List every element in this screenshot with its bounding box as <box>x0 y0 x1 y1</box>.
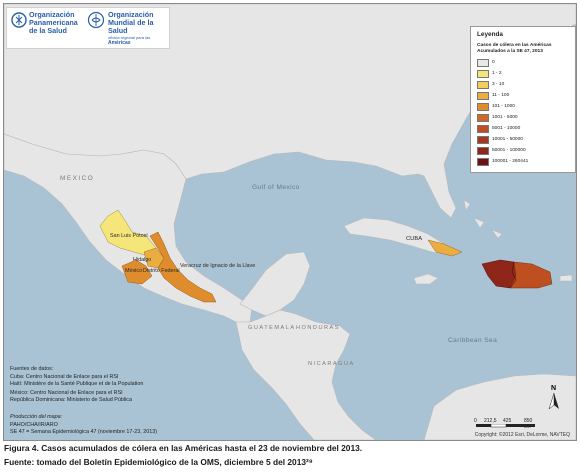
paho-line-2: Panamericana <box>29 18 78 27</box>
source-mexico: México: Centro Nacional de Enlace para e… <box>10 390 123 396</box>
legend-swatch <box>477 103 489 111</box>
central-america-land <box>235 309 377 440</box>
label-nicaragua: NICARAGUA <box>308 361 355 367</box>
legend-swatch <box>477 136 489 144</box>
haiti-land <box>481 259 517 289</box>
north-arrow: N <box>547 385 561 411</box>
who-line-2: Mundial de la Salud <box>108 18 154 35</box>
scale-tick-1: 212,5 <box>484 418 497 424</box>
legend: Leyenda Casos de cólera en las Américas … <box>470 26 576 173</box>
source-dominican-republic: República Dominicana: Ministerio de Salu… <box>10 397 132 403</box>
legend-class-label: 50001 - 100000 <box>492 148 526 153</box>
legend-class-label: 100001 - 260441 <box>492 159 529 164</box>
legend-swatch <box>477 125 489 133</box>
legend-class: 10001 - 50000 <box>477 136 572 144</box>
hispaniola-border <box>509 261 517 289</box>
who-name: Organización Mundial de la Salud oficina… <box>108 10 169 47</box>
label-veracruz: Veracruz de Ignacio de la Llave <box>180 263 256 269</box>
label-guatemala: GUATEMALA <box>248 325 296 331</box>
legend-class-label: 11 - 100 <box>492 93 510 98</box>
legend-title: Leyenda <box>477 31 503 38</box>
dominican-republic-land <box>509 261 553 289</box>
bahamas-land <box>463 199 503 239</box>
puerto-rico-land <box>559 274 573 282</box>
legend-class-label: 101 - 1000 <box>492 104 515 109</box>
legend-swatch <box>477 158 489 166</box>
legend-swatch <box>477 70 489 78</box>
label-hidalgo: Hidalgo <box>133 257 152 263</box>
map-canvas <box>4 4 576 440</box>
yucatan-land <box>239 251 311 317</box>
source-cuba: Cuba: Centro Nacional de Enlace para el … <box>10 374 119 380</box>
label-mexico-state: México <box>125 268 143 274</box>
scale-bar: 0 212,5 425 850 km <box>474 418 536 430</box>
figure-source: Fuente: tomado del Boletín Epidemiológic… <box>4 457 313 467</box>
who-emblem-icon <box>87 11 105 29</box>
scale-bar-graphic <box>476 424 535 428</box>
legend-class: 100001 - 260441 <box>477 158 572 166</box>
who-line-1: Organización <box>108 10 154 19</box>
state-mexico <box>121 259 153 285</box>
legend-subtitle-2: Acumulados a la SE 47, 2013 <box>477 49 543 54</box>
legend-class: 1 - 2 <box>477 70 572 78</box>
label-caribbean-sea: Caribbean Sea <box>448 337 498 344</box>
state-veracruz <box>149 231 217 303</box>
state-san-luis-potosi <box>99 209 157 257</box>
legend-class: 0 <box>477 59 572 67</box>
label-san-luis-potosi: San Luis Potosí <box>110 233 148 239</box>
paho-line-1: Organización <box>29 10 75 19</box>
legend-class: 50001 - 100000 <box>477 147 572 155</box>
source-haiti: Haití: Ministère de la Santé Publique et… <box>10 381 144 387</box>
legend-class: 5001 - 10000 <box>477 125 572 133</box>
legend-swatch <box>477 147 489 155</box>
copyright: Copyright: ©2012 Esri, DeLorme, NAVTEQ <box>474 432 570 438</box>
map-frame: Organización Panamericana de la Salud Or… <box>3 3 577 441</box>
legend-class-label: 0 <box>492 60 495 65</box>
label-honduras: HONDURAS <box>296 325 341 331</box>
south-america-land <box>423 373 576 440</box>
paho-name: Organización Panamericana de la Salud <box>29 11 78 35</box>
legend-swatch <box>477 92 489 100</box>
legend-swatch <box>477 114 489 122</box>
label-gulf-of-mexico: Gulf of Mexico <box>252 184 300 191</box>
legend-class: 3 - 10 <box>477 81 572 89</box>
production-line-2: SE 47 = Semana Epidemiológica 47 (noviem… <box>10 429 157 435</box>
north-arrow-icon <box>548 393 559 410</box>
label-distrito-federal: Distrito Federal <box>143 268 180 274</box>
paho-line-3: de la Salud <box>29 26 67 35</box>
cuba-affected <box>427 239 463 257</box>
legend-class: 1001 - 5000 <box>477 114 572 122</box>
label-mexico-country: MEXICO <box>60 175 95 182</box>
legend-class-label: 1 - 2 <box>492 71 502 76</box>
paho-emblem-icon <box>11 12 27 28</box>
who-line-4: Américas <box>108 40 131 46</box>
figure-caption: Figura 4. Casos acumulados de cólera en … <box>4 443 363 453</box>
scale-tick-3: 850 km <box>524 418 533 430</box>
legend-class-label: 10001 - 50000 <box>492 137 523 142</box>
logo-panel: Organización Panamericana de la Salud Or… <box>6 7 170 49</box>
sources-heading: Fuentes de datos: <box>10 366 54 372</box>
legend-class: 101 - 1000 <box>477 103 572 111</box>
scale-tick-2: 425 <box>503 418 512 424</box>
production-heading: Producción del mapa: <box>10 414 63 420</box>
legend-class: 11 - 100 <box>477 92 572 100</box>
north-label: N <box>551 385 557 392</box>
legend-class-label: 3 - 10 <box>492 82 505 87</box>
legend-swatch <box>477 81 489 89</box>
legend-subtitle-1: Casos de cólera en las Américas <box>477 43 552 48</box>
legend-swatch <box>477 59 489 67</box>
who-line-3: oficina regional para las <box>108 35 151 40</box>
legend-class-label: 1001 - 5000 <box>492 115 518 120</box>
label-cuba: CUBA <box>406 236 423 242</box>
production-line-1: PAHO/CHA/IR/ARO <box>10 422 58 428</box>
jamaica-land <box>413 273 439 285</box>
legend-class-label: 5001 - 10000 <box>492 126 521 131</box>
scale-tick-0: 0 <box>474 418 477 424</box>
